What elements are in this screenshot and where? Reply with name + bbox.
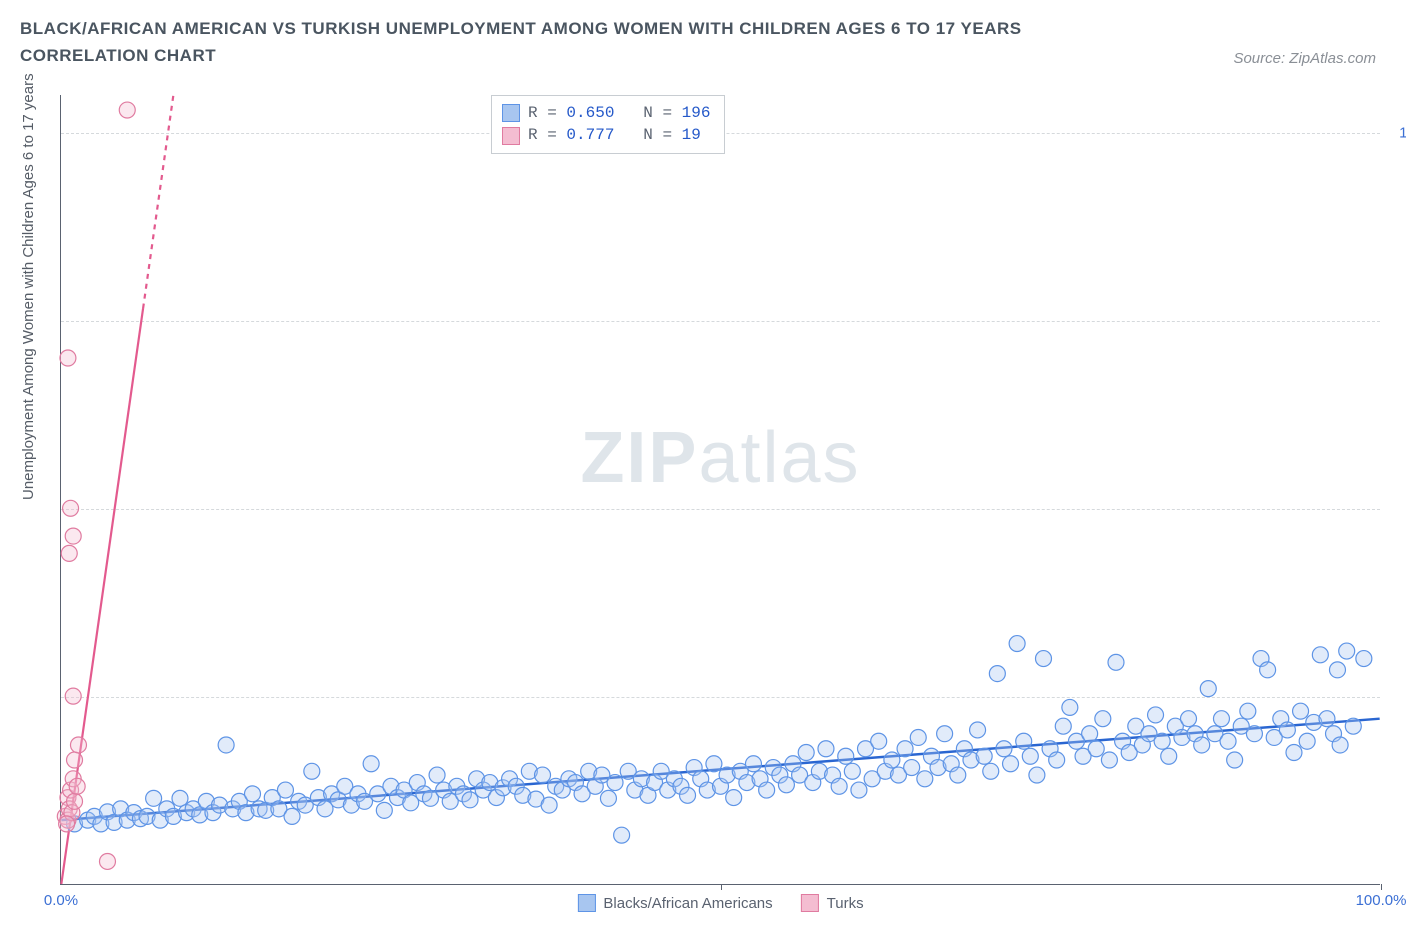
chart-title: BLACK/AFRICAN AMERICAN VS TURKISH UNEMPL… [20,15,1120,69]
series-legend-item: Blacks/African Americans [577,894,772,912]
stats-legend-row: R = 0.650 N = 196 [502,102,710,124]
y-tick-label: 50.0% [1390,500,1406,517]
y-axis-label: Unemployment Among Women with Children A… [20,73,37,500]
watermark: ZIPatlas [580,417,860,499]
series-legend-label: Turks [827,895,864,912]
stats-legend-row: R = 0.777 N = 19 [502,124,710,146]
gridline [61,509,1380,510]
gridline [61,697,1380,698]
y-tick-label: 75.0% [1390,312,1406,329]
legend-swatch [801,894,819,912]
series-legend-item: Turks [801,894,864,912]
legend-swatch [502,127,520,145]
stats-legend: R = 0.650 N = 196R = 0.777 N = 19 [491,95,725,154]
y-tick-label: 100.0% [1390,124,1406,141]
legend-swatch [502,104,520,122]
source-label: Source: ZipAtlas.com [1233,50,1376,67]
y-tick-label: 25.0% [1390,688,1406,705]
series-legend: Blacks/African Americans Turks [577,894,863,912]
x-tick [1381,884,1382,890]
gridline [61,321,1380,322]
plot-area: ZIPatlas 25.0%50.0%75.0%100.0% 0.0%100.0… [60,95,1380,885]
x-tick-label: 100.0% [1356,892,1406,909]
scatter-svg [61,95,1380,884]
series-legend-label: Blacks/African Americans [603,895,772,912]
x-tick [721,884,722,890]
legend-swatch [577,894,595,912]
x-tick-label: 0.0% [44,892,78,909]
